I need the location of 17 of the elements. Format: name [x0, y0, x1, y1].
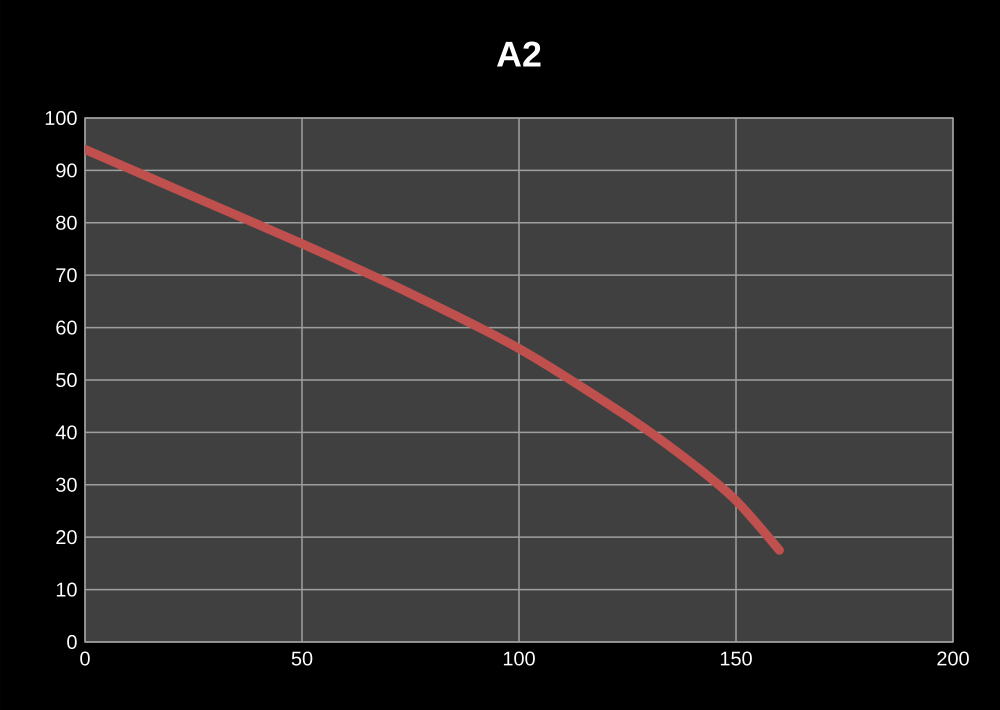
y-tick-label: 0	[67, 634, 77, 650]
x-tick-label: 150	[720, 652, 752, 666]
x-tick-label: 50	[292, 652, 312, 666]
y-tick-label: 80	[56, 216, 77, 230]
y-tick-label: 20	[56, 530, 77, 544]
x-tick-label: 200	[937, 652, 969, 666]
x-tick-label: 0	[80, 652, 90, 666]
x-tick-label: 100	[504, 652, 535, 666]
y-tick-label: 50	[56, 372, 77, 388]
chart-title: A2	[496, 41, 540, 66]
y-tick-label: 40	[56, 425, 77, 440]
y-tick-label: 10	[56, 582, 77, 597]
y-tick-label: 70	[56, 268, 77, 282]
y-tick-label: 100	[46, 110, 77, 126]
y-tick-label: 30	[56, 478, 77, 492]
y-tick-label: 60	[56, 320, 77, 335]
y-tick-label: 90	[56, 163, 77, 178]
